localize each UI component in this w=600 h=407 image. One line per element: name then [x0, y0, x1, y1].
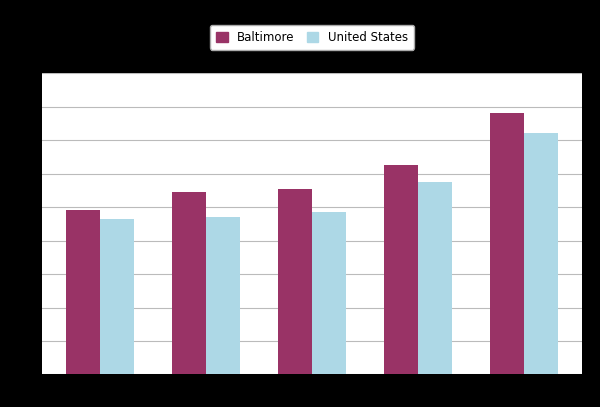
Bar	[278, 189, 312, 374]
Bar	[418, 182, 452, 374]
Bar	[524, 133, 557, 374]
Bar	[100, 219, 134, 374]
Bar	[206, 217, 240, 374]
Bar	[67, 210, 100, 374]
Legend: Baltimore, United States: Baltimore, United States	[210, 25, 414, 50]
Bar	[172, 192, 206, 374]
Bar	[384, 165, 418, 374]
Bar	[312, 212, 346, 374]
Bar	[490, 114, 524, 374]
